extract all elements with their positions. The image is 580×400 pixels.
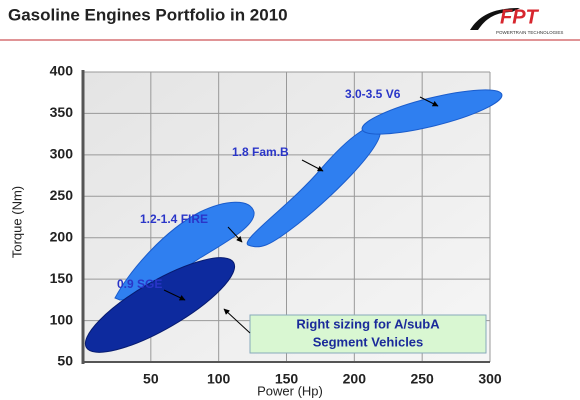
title: Gasoline Engines Portfolio in 2010 [8, 5, 288, 24]
y-tick-label: 300 [50, 146, 74, 162]
callout-box [249, 314, 487, 354]
x-axis-label: Power (Hp) [257, 383, 323, 398]
y-tick-label: 200 [50, 228, 74, 244]
logo-tagline: POWERTRAIN TECHNOLOGIES [496, 30, 563, 35]
callout-text: Right sizing for A/subA [296, 316, 440, 331]
annotation: 1.2-1.4 FIRE [140, 212, 208, 226]
annotation: 3.0-3.5 V6 [345, 87, 401, 101]
y-tick-label: 50 [57, 353, 73, 369]
arrow [163, 289, 186, 301]
arrow [301, 159, 324, 172]
region-sge [84, 257, 236, 353]
y-axis-label: Torque (Nm) [9, 186, 24, 258]
x-tick-label: 200 [343, 371, 367, 387]
x-tick-label: 300 [478, 371, 502, 387]
logo-swoosh [470, 8, 520, 30]
callout-text: Segment Vehicles [313, 334, 424, 349]
y-tick-label: 100 [50, 311, 74, 327]
annotation: 0.9 SGE [117, 277, 162, 291]
x-tick-label: 250 [410, 371, 434, 387]
arrow [227, 226, 243, 243]
x-tick-label: 50 [143, 371, 159, 387]
y-tick-label: 350 [50, 104, 74, 120]
logo-name: FPT [500, 6, 540, 28]
y-tick-label: 250 [50, 187, 74, 203]
region-v6 [361, 89, 503, 135]
x-tick-label: 100 [207, 371, 231, 387]
arrow [223, 308, 251, 334]
x-tick-label: 150 [275, 371, 299, 387]
annotation: 1.8 Fam.B [232, 145, 289, 159]
arrow [419, 96, 439, 107]
y-tick-label: 400 [50, 63, 74, 79]
y-tick-label: 150 [50, 270, 74, 286]
